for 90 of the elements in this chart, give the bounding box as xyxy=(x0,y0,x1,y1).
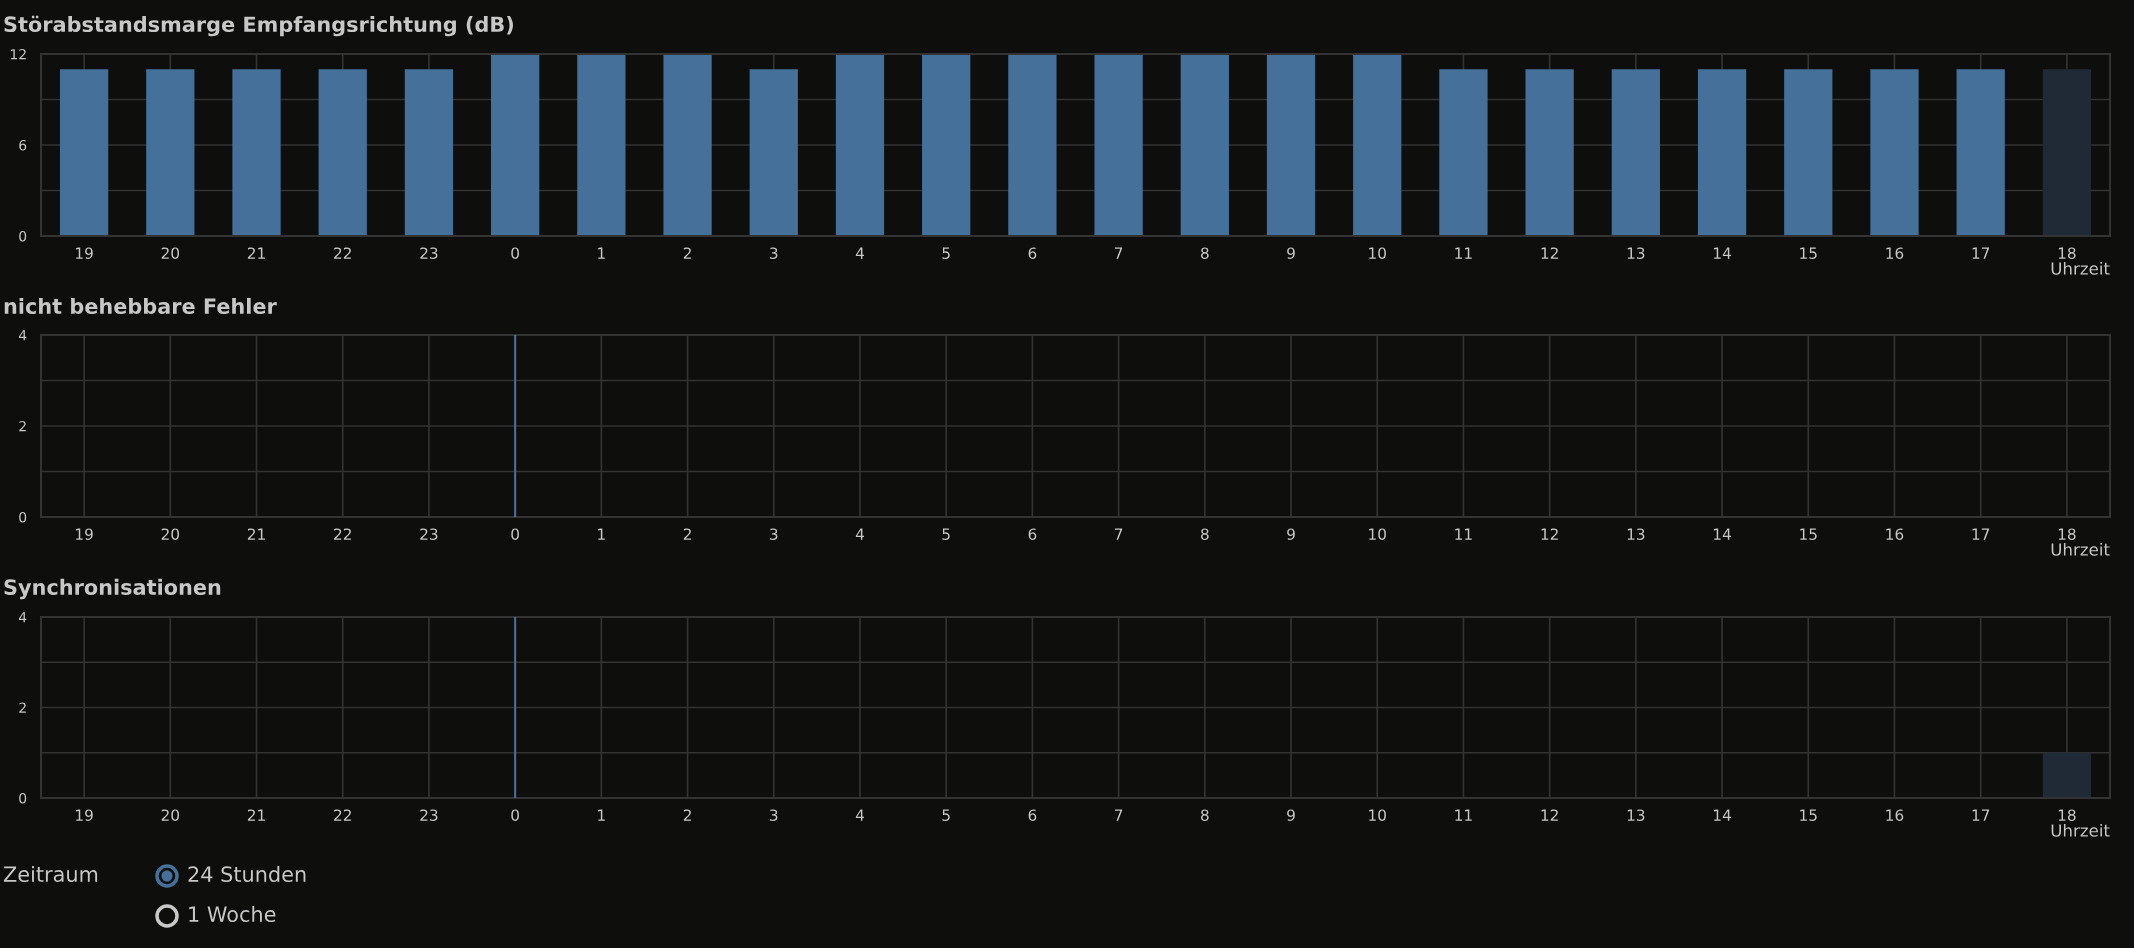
x-axis-title: Uhrzeit xyxy=(2051,261,2110,275)
x-tick-label: 18 xyxy=(2058,247,2076,259)
x-tick-label: 11 xyxy=(1455,809,1472,821)
y-tick-label: 0 xyxy=(19,792,27,804)
x-tick-label: 13 xyxy=(1627,809,1645,821)
x-tick-label: 23 xyxy=(420,247,438,259)
x-tick-label: 12 xyxy=(1541,247,1558,259)
x-tick-label: 10 xyxy=(1369,247,1386,259)
x-tick-label: 1 xyxy=(598,528,605,540)
chart-title: Störabstandsmarge Empfangsrichtung (dB) xyxy=(4,15,513,37)
text: Zeitraum xyxy=(3,865,98,883)
x-tick-label: 14 xyxy=(1714,809,1731,821)
x-axis-title: Uhrzeit xyxy=(2051,542,2110,556)
x-tick-label: 5 xyxy=(942,528,950,540)
x-tick-label: 18 xyxy=(2058,809,2076,821)
x-tick-label: 19 xyxy=(76,247,93,259)
x-tick-label: 4 xyxy=(855,528,864,540)
x-tick-label: 6 xyxy=(1028,528,1037,540)
chart-title: Synchronisationen xyxy=(4,578,221,600)
x-tick-label: 2 xyxy=(683,809,691,821)
y-tick-label: 4 xyxy=(18,612,27,623)
x-tick-label: 11 xyxy=(1455,247,1472,259)
y-tick-label: 0 xyxy=(19,230,27,242)
x-tick-label: 8 xyxy=(1200,247,1209,259)
x-tick-label: 10 xyxy=(1369,528,1386,540)
x-tick-label: 3 xyxy=(770,528,778,540)
y-tick-label: 4 xyxy=(18,330,27,341)
x-tick-label: 21 xyxy=(247,528,265,540)
x-tick-label: 21 xyxy=(247,809,265,821)
chart-title: nicht behebbare Fehler xyxy=(4,297,277,315)
x-tick-label: 20 xyxy=(161,528,180,540)
x-tick-label: 22 xyxy=(334,528,351,540)
x-tick-label: 15 xyxy=(1800,528,1817,540)
x-tick-label: 9 xyxy=(1287,247,1295,259)
text: 24 Stunden xyxy=(188,865,306,883)
x-tick-label: 23 xyxy=(420,809,438,821)
y-tick-label: 6 xyxy=(19,139,27,151)
x-tick-label: 19 xyxy=(76,809,93,821)
x-tick-label: 7 xyxy=(1115,809,1123,821)
x-tick-label: 10 xyxy=(1369,809,1386,821)
x-tick-label: 16 xyxy=(1886,528,1904,540)
x-tick-label: 12 xyxy=(1541,809,1558,821)
x-tick-label: 16 xyxy=(1886,809,1904,821)
y-tick-label: 2 xyxy=(19,420,26,432)
x-tick-label: 1 xyxy=(598,247,605,259)
x-tick-label: 11 xyxy=(1455,528,1472,540)
x-tick-label: 5 xyxy=(942,809,950,821)
x-tick-label: 7 xyxy=(1115,528,1123,540)
x-tick-label: 22 xyxy=(334,809,351,821)
x-tick-label: 8 xyxy=(1200,809,1209,821)
x-tick-label: 19 xyxy=(76,528,93,540)
y-tick-label: 2 xyxy=(19,702,26,713)
x-tick-label: 13 xyxy=(1627,528,1645,540)
x-tick-label: 17 xyxy=(1972,528,1990,540)
x-axis-title: Uhrzeit xyxy=(2051,823,2110,837)
x-tick-label: 0 xyxy=(511,528,519,540)
x-tick-label: 15 xyxy=(1800,809,1817,821)
x-tick-label: 13 xyxy=(1627,247,1645,259)
x-tick-label: 3 xyxy=(770,809,778,821)
x-tick-label: 9 xyxy=(1287,809,1295,821)
x-tick-label: 8 xyxy=(1200,528,1209,540)
x-tick-label: 16 xyxy=(1886,247,1904,259)
x-tick-label: 5 xyxy=(942,247,950,259)
x-tick-label: 15 xyxy=(1800,247,1817,259)
x-tick-label: 0 xyxy=(511,809,519,821)
x-tick-label: 21 xyxy=(247,247,265,259)
x-tick-label: 2 xyxy=(683,247,691,259)
text: 1 Woche xyxy=(189,905,276,923)
x-tick-label: 7 xyxy=(1115,247,1123,259)
x-tick-label: 4 xyxy=(855,809,864,821)
x-tick-label: 9 xyxy=(1287,528,1295,540)
x-tick-label: 12 xyxy=(1541,528,1558,540)
x-tick-label: 0 xyxy=(511,247,519,259)
x-tick-label: 18 xyxy=(2058,528,2076,540)
x-tick-label: 14 xyxy=(1714,247,1731,259)
x-tick-label: 17 xyxy=(1972,809,1990,821)
x-tick-label: 22 xyxy=(334,247,351,259)
x-tick-label: 2 xyxy=(683,528,691,540)
x-tick-label: 6 xyxy=(1028,809,1037,821)
x-tick-label: 17 xyxy=(1972,247,1990,259)
x-tick-label: 14 xyxy=(1714,528,1731,540)
y-tick-label: 12 xyxy=(10,48,26,60)
x-tick-label: 4 xyxy=(855,247,864,259)
x-tick-label: 23 xyxy=(420,528,438,540)
x-tick-label: 3 xyxy=(770,247,778,259)
x-tick-label: 20 xyxy=(161,247,180,259)
x-tick-label: 1 xyxy=(598,809,605,821)
x-tick-label: 6 xyxy=(1028,247,1037,259)
y-tick-label: 0 xyxy=(19,511,27,523)
x-tick-label: 20 xyxy=(161,809,180,821)
